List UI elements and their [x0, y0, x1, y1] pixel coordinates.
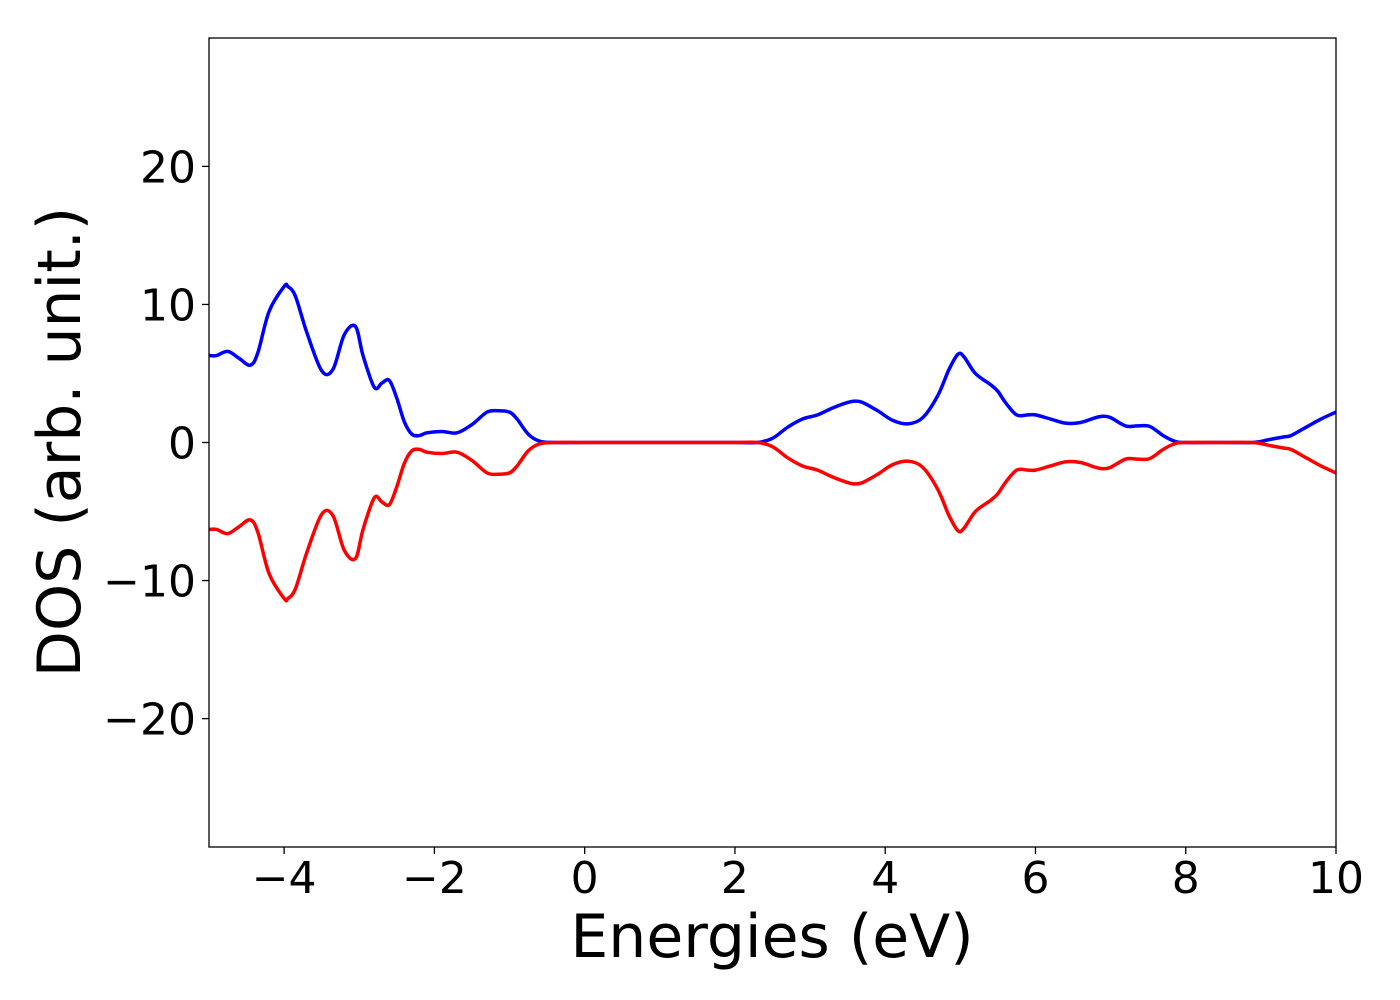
x-tick-label: 6: [1021, 853, 1049, 904]
y-axis-ticks: 20 10 0 −10 −20: [103, 142, 209, 746]
y-tick-label: −10: [103, 557, 196, 608]
x-tick-label: 10: [1308, 853, 1364, 904]
x-axis-label: Energies (eV): [570, 902, 973, 972]
x-tick-label: 8: [1172, 853, 1200, 904]
x-tick-label: 0: [571, 853, 599, 904]
x-axis-ticks: −4 −2 0 2 4 6 8 10: [252, 847, 1364, 904]
y-tick-label: 10: [140, 280, 196, 331]
y-tick-label: 0: [168, 419, 196, 470]
dos-series-line-0: [209, 282, 1336, 445]
y-tick-label: −20: [103, 695, 196, 746]
x-tick-label: 2: [721, 853, 749, 904]
plot-background: [209, 38, 1336, 847]
y-tick-label: 20: [140, 142, 196, 193]
x-tick-label: 4: [871, 853, 899, 904]
series-layer: [209, 282, 1336, 603]
x-tick-label: −2: [402, 853, 467, 904]
x-tick-label: −4: [252, 853, 317, 904]
y-axis-label: DOS (arb. unit.): [25, 207, 95, 677]
dos-series-line-1: [209, 440, 1336, 603]
